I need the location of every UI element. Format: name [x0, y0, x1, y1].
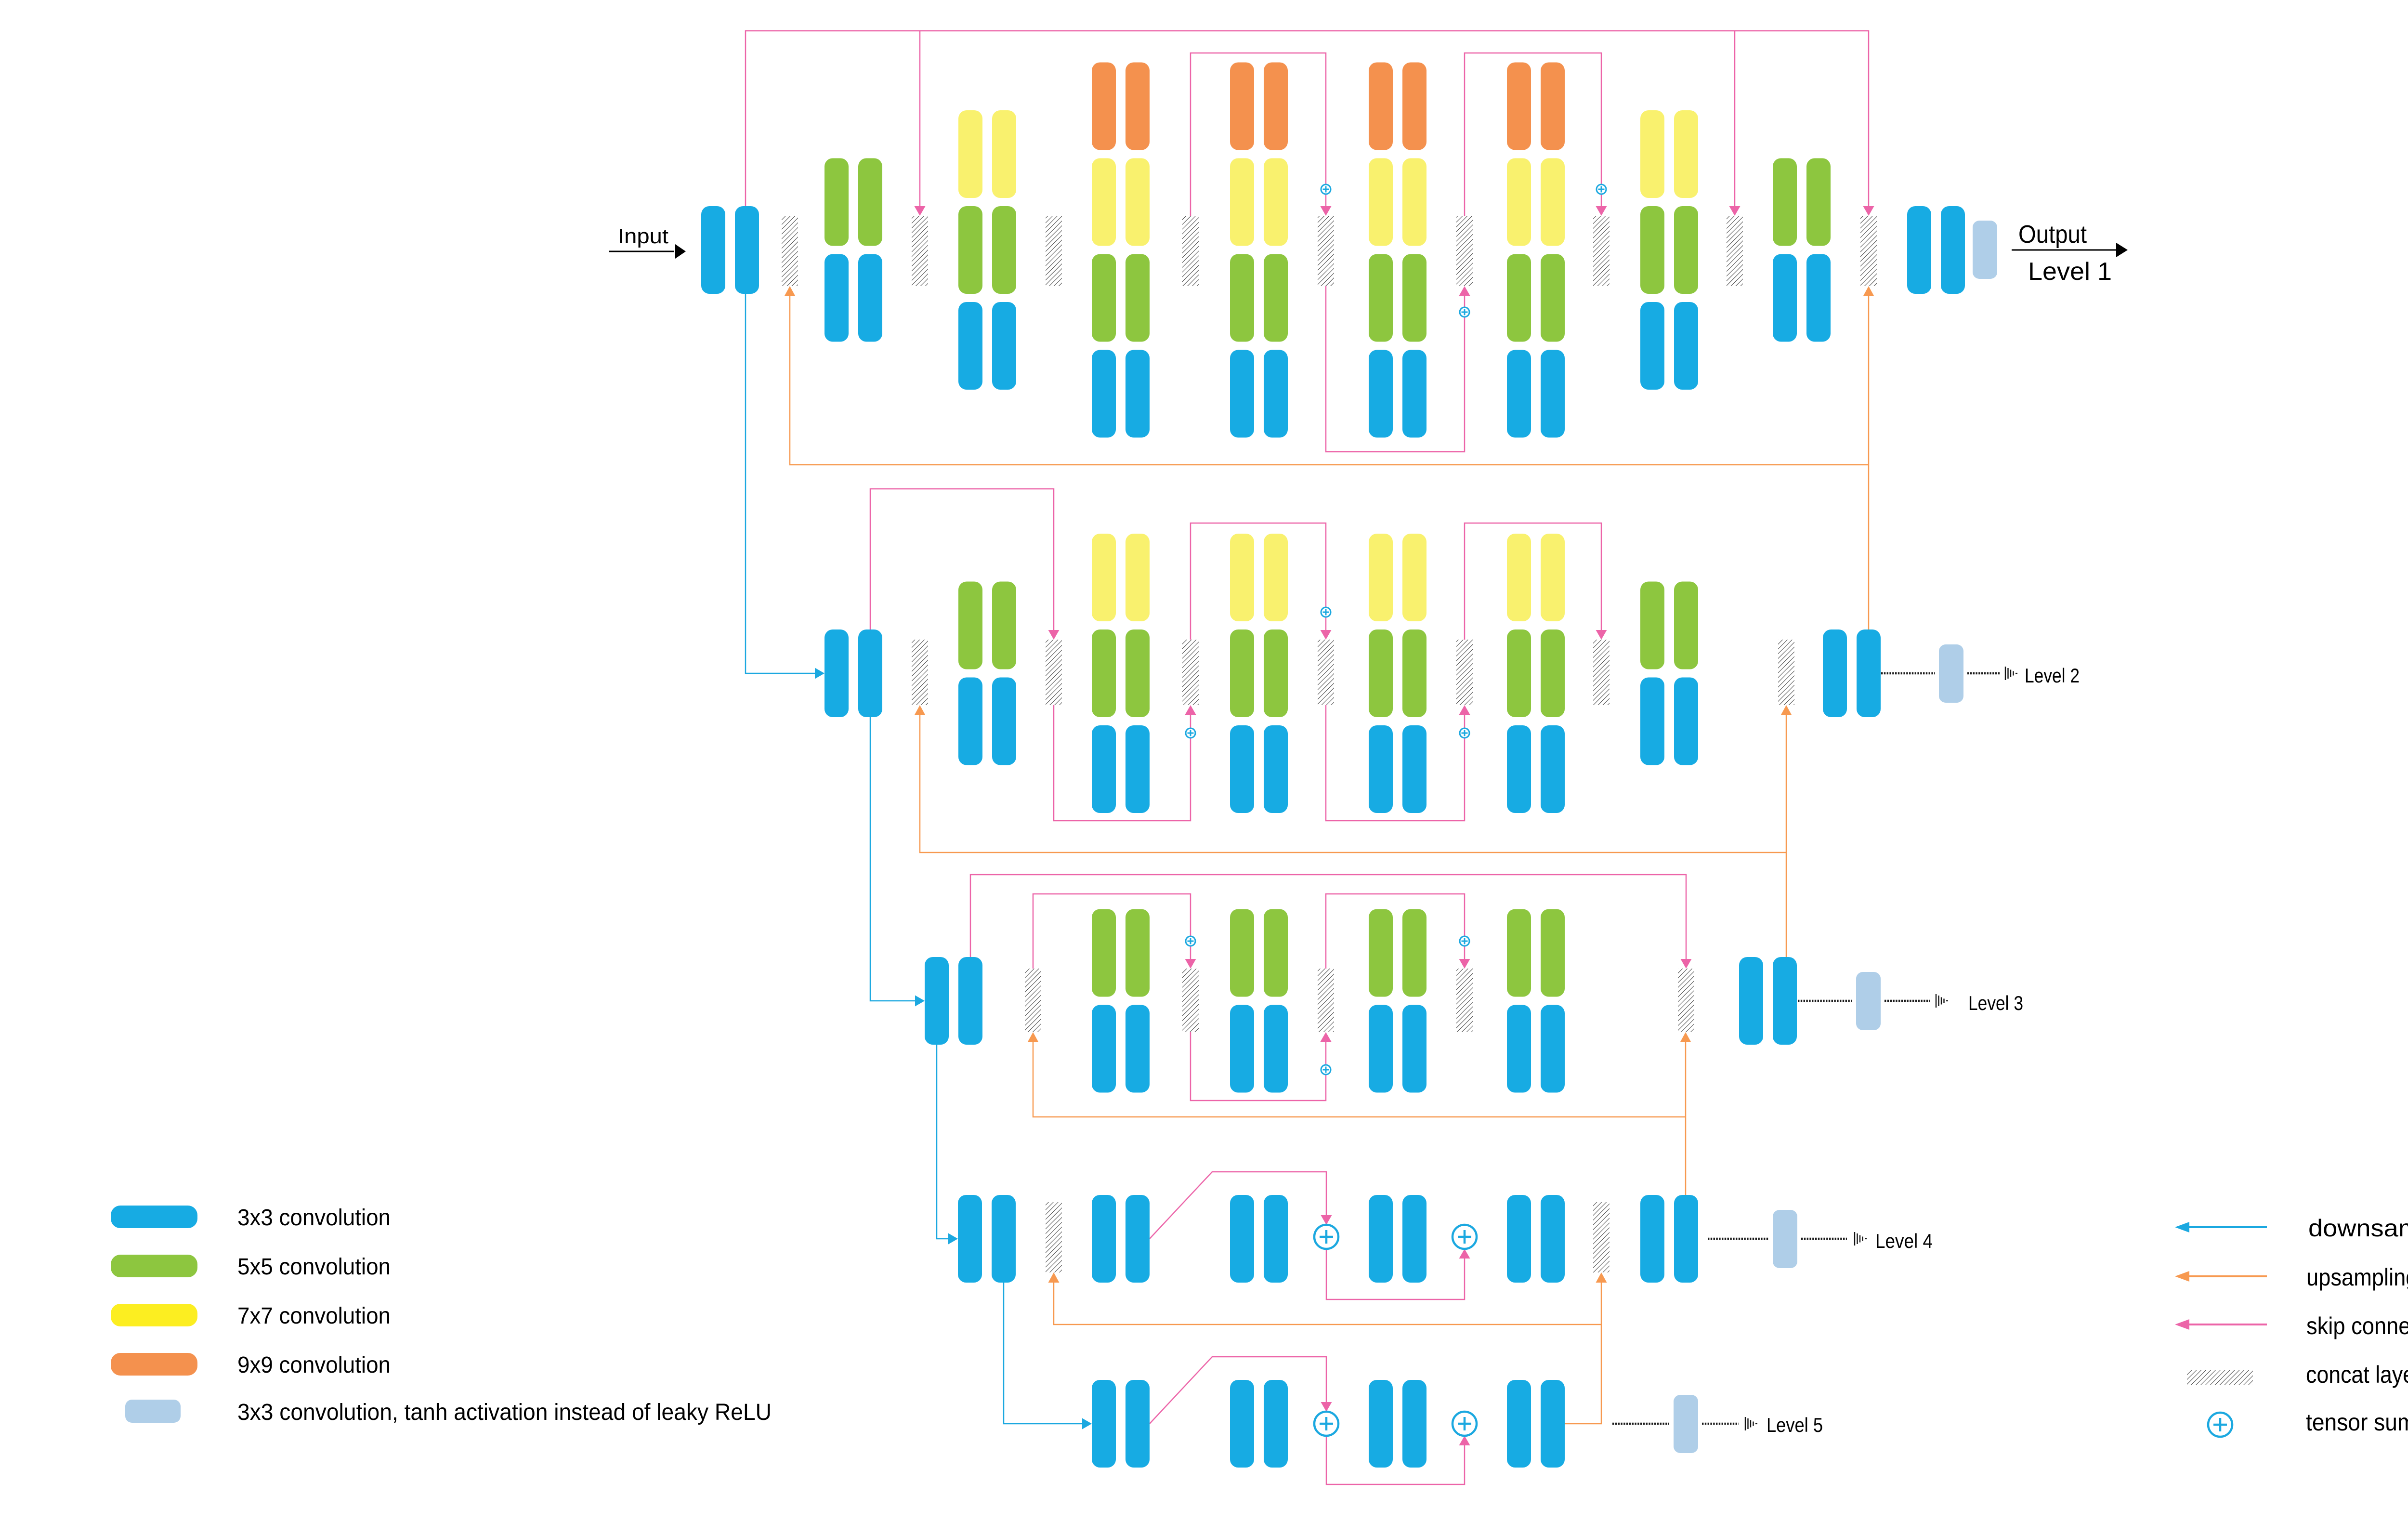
svg-text:Level 4: Level 4	[1875, 1230, 1933, 1252]
svg-text:7x7 convolution: 7x7 convolution	[237, 1303, 391, 1329]
svg-text:upsampling layer (transposed c: upsampling layer (transposed conv)	[2306, 1264, 2408, 1291]
svg-text:downsampling layer (max poolin: downsampling layer (max pooling)	[2308, 1215, 2408, 1242]
svg-text:3x3 convolution: 3x3 convolution	[237, 1205, 391, 1231]
svg-text:concat layer: concat layer	[2306, 1361, 2408, 1388]
svg-text:tensor summation: tensor summation	[2306, 1409, 2408, 1436]
svg-text:Level 1: Level 1	[2028, 258, 2112, 286]
svg-text:9x9 convolution: 9x9 convolution	[237, 1352, 391, 1378]
svg-text:Level 5: Level 5	[1767, 1414, 1823, 1436]
svg-text:Level 2: Level 2	[2025, 664, 2080, 687]
svg-text:5x5 convolution: 5x5 convolution	[237, 1254, 391, 1280]
svg-text:Level 3: Level 3	[1968, 992, 2023, 1014]
svg-text:3x3 convolution, tanh activati: 3x3 convolution, tanh activation instead…	[237, 1400, 772, 1425]
svg-text:Output: Output	[2018, 221, 2087, 249]
svg-text:skip connection: skip connection	[2306, 1312, 2408, 1339]
svg-text:Input: Input	[618, 224, 668, 248]
